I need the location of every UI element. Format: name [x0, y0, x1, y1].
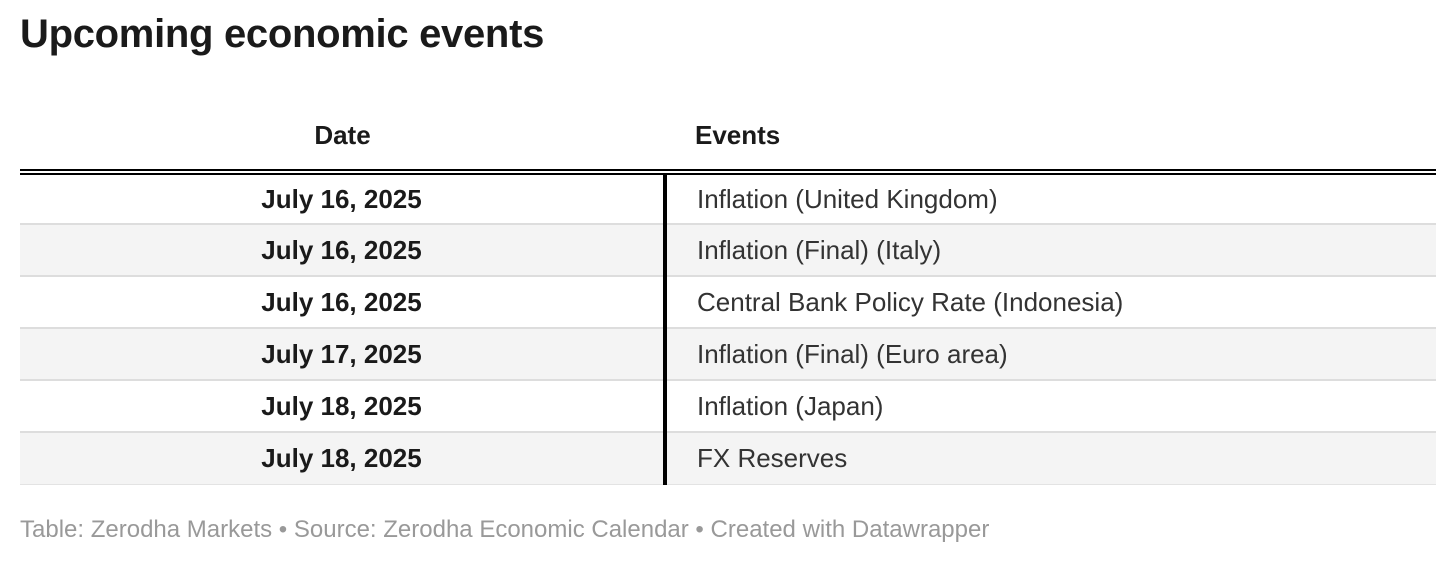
page-title: Upcoming economic events — [20, 12, 545, 56]
date-cell: July 16, 2025 — [20, 223, 665, 276]
table-row: July 17, 2025 Inflation (Final) (Euro ar… — [20, 327, 1436, 380]
footer-separator: • — [272, 515, 294, 543]
event-cell: Inflation (Final) (Euro area) — [663, 327, 1436, 380]
table-row: July 18, 2025 FX Reserves — [20, 431, 1436, 485]
event-cell: Inflation (Final) (Italy) — [663, 223, 1436, 276]
date-cell: July 16, 2025 — [20, 275, 665, 328]
table-row: July 16, 2025 Inflation (Final) (Italy) — [20, 223, 1436, 276]
table-credit-link[interactable]: Zerodha Markets — [90, 515, 273, 543]
table-row: July 18, 2025 Inflation (Japan) — [20, 379, 1436, 432]
footer-separator: • — [688, 515, 711, 543]
date-cell: July 17, 2025 — [20, 327, 665, 380]
event-cell: FX Reserves — [663, 431, 1436, 485]
source-credit-link[interactable]: Zerodha Economic Calendar — [383, 515, 689, 543]
event-cell: Inflation (Japan) — [663, 379, 1436, 432]
economic-events-table: Date Events July 16, 2025 Inflation (Uni… — [20, 102, 1436, 485]
event-cell: Inflation (United Kingdom) — [663, 172, 1436, 224]
date-cell: July 18, 2025 — [20, 431, 665, 485]
attribution-footer: Table: Zerodha Markets • Source: Zerodha… — [20, 515, 1436, 545]
column-header-date: Date — [20, 102, 665, 175]
event-cell: Central Bank Policy Rate (Indonesia) — [663, 275, 1436, 328]
table-row: July 16, 2025 Inflation (United Kingdom) — [20, 172, 1436, 224]
table-credit-label: Table: — [20, 515, 91, 543]
column-header-events: Events — [665, 102, 1436, 175]
datawrapper-table-embed: Upcoming economic events Date Events Jul… — [20, 12, 1436, 545]
date-cell: July 16, 2025 — [261, 183, 422, 214]
table-row: July 16, 2025 Central Bank Policy Rate (… — [20, 275, 1436, 328]
created-with-label: Created with — [710, 515, 852, 543]
table-header-row: Date Events — [20, 102, 1436, 175]
source-credit-label: Source: — [293, 515, 384, 543]
datawrapper-link[interactable]: Datawrapper — [851, 515, 990, 543]
date-cell: July 18, 2025 — [20, 379, 665, 432]
